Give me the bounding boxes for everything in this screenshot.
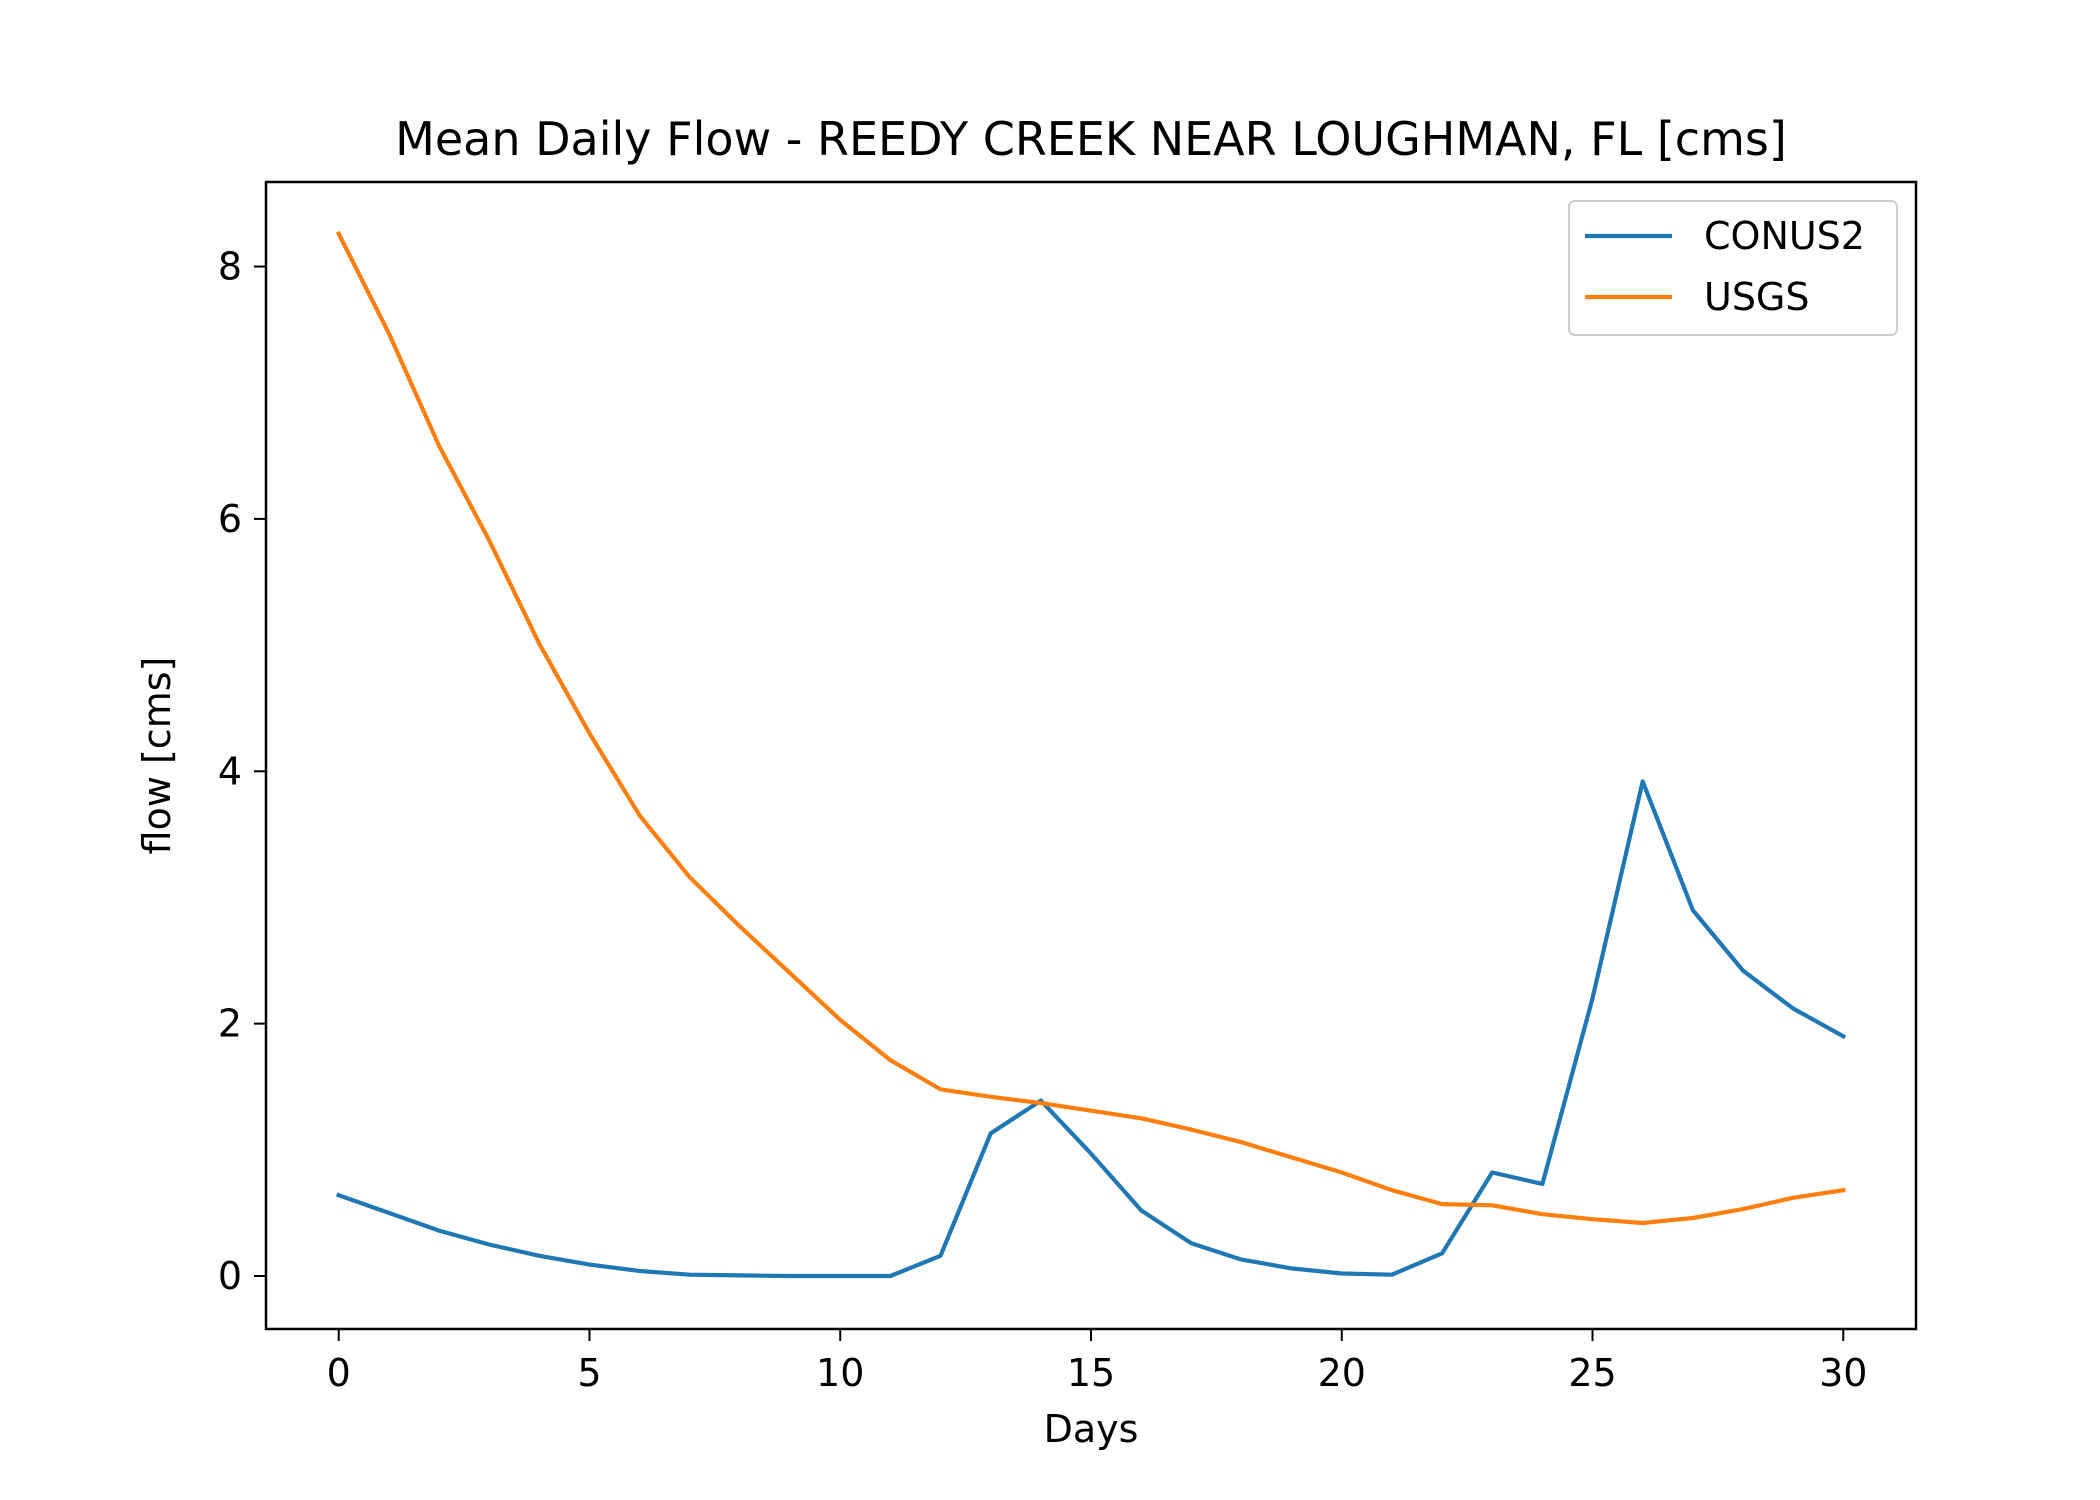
x-tick-label: 25 xyxy=(1568,1351,1616,1395)
x-tick-label: 0 xyxy=(327,1351,351,1395)
legend-label-usgs: USGS xyxy=(1704,275,1810,319)
y-tick-label: 8 xyxy=(218,245,242,289)
x-axis-label: Days xyxy=(1044,1407,1139,1451)
x-tick-label: 5 xyxy=(577,1351,601,1395)
series-line-usgs xyxy=(335,230,1846,1226)
x-tick-label: 30 xyxy=(1819,1351,1867,1395)
chart-title: Mean Daily Flow - REEDY CREEK NEAR LOUGH… xyxy=(395,112,1787,166)
x-tick-label: 15 xyxy=(1067,1351,1115,1395)
y-tick-label: 4 xyxy=(218,749,242,793)
y-tick-label: 0 xyxy=(218,1254,242,1298)
y-tick-label: 2 xyxy=(218,1002,242,1046)
legend: CONUS2 USGS xyxy=(1568,200,1898,336)
y-axis-label: flow [cms] xyxy=(135,657,179,855)
x-tick-label: 10 xyxy=(816,1351,864,1395)
series-layer xyxy=(335,230,1847,1279)
x-tick-label: 20 xyxy=(1318,1351,1366,1395)
y-tick-label: 6 xyxy=(218,497,242,541)
axes-layer: 0 5 10 15 20 25 30 0 2 4 6 8 xyxy=(218,180,1918,1395)
series-line-conus2 xyxy=(336,779,1847,1279)
legend-label-conus2: CONUS2 xyxy=(1704,214,1865,258)
